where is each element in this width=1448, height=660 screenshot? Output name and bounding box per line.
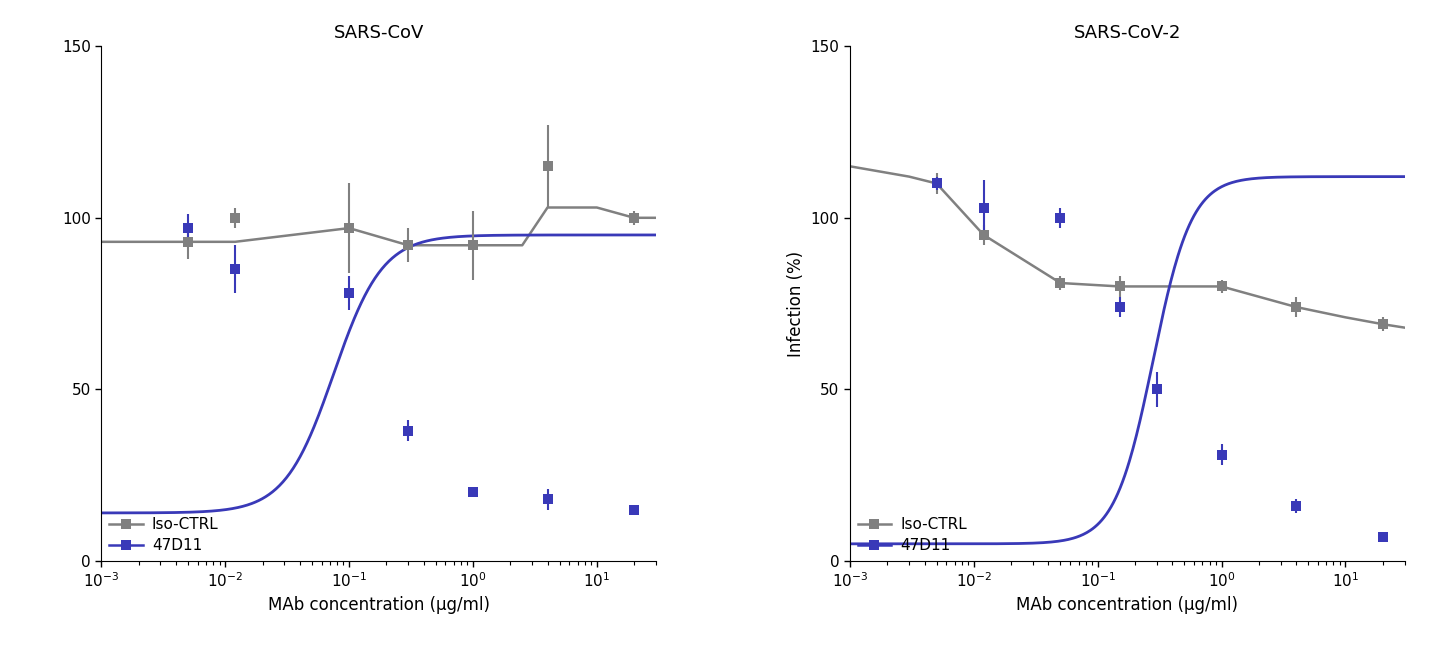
Title: SARS-CoV-2: SARS-CoV-2 xyxy=(1073,24,1182,42)
Title: SARS-CoV: SARS-CoV xyxy=(333,24,424,42)
X-axis label: MAb concentration (μg/ml): MAb concentration (μg/ml) xyxy=(1016,596,1238,614)
Legend: Iso-CTRL, 47D11: Iso-CTRL, 47D11 xyxy=(109,517,219,553)
X-axis label: MAb concentration (μg/ml): MAb concentration (μg/ml) xyxy=(268,596,489,614)
Y-axis label: Infection (%): Infection (%) xyxy=(788,251,805,356)
Legend: Iso-CTRL, 47D11: Iso-CTRL, 47D11 xyxy=(857,517,967,553)
